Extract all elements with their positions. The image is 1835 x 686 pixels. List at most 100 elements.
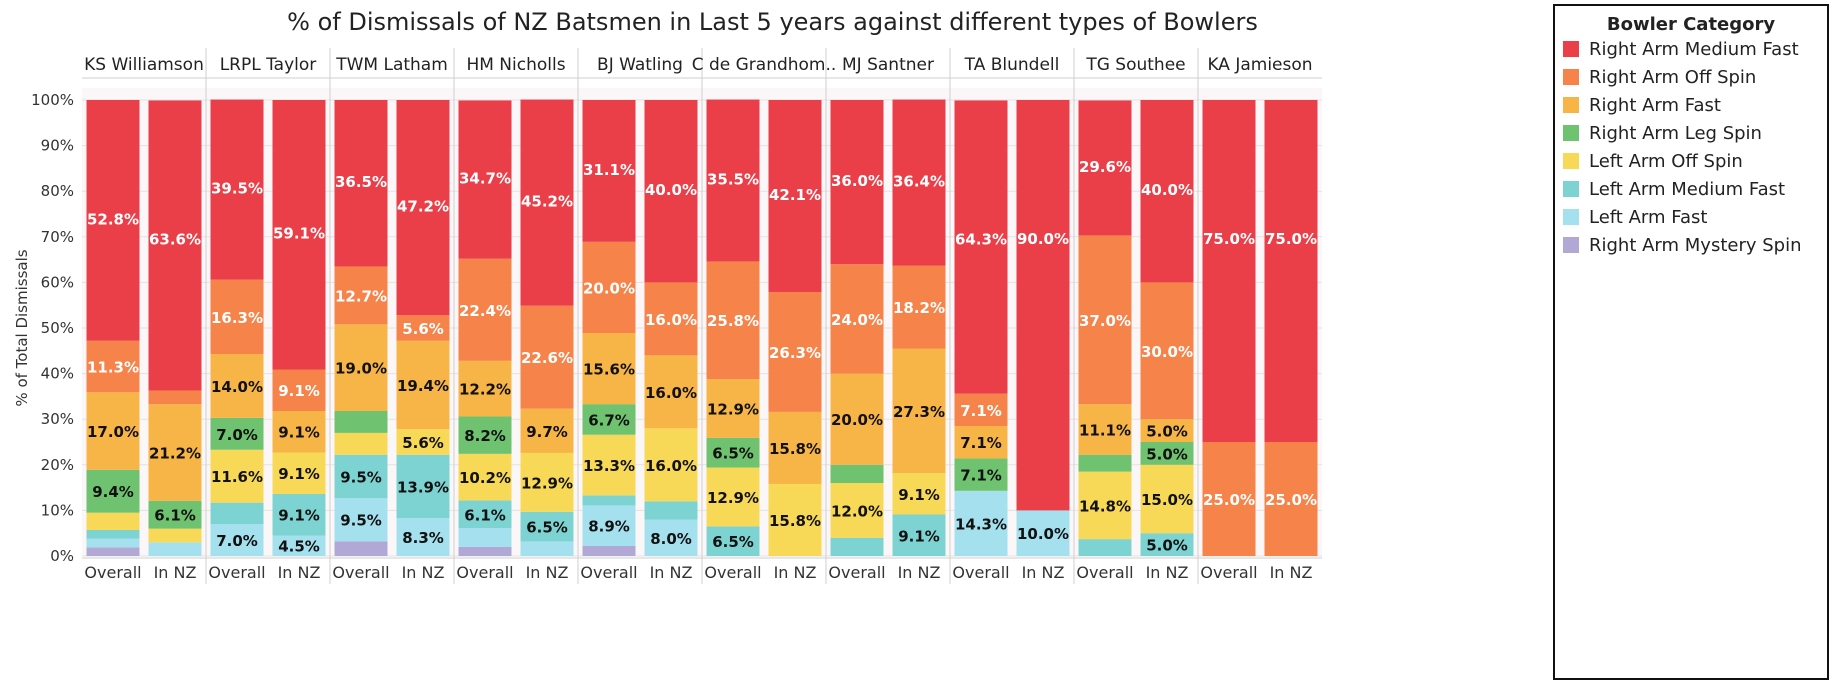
bar-segment <box>210 502 264 525</box>
data-label: 9.5% <box>340 512 382 530</box>
bar-segment <box>830 373 884 465</box>
data-label: 11.3% <box>87 359 139 377</box>
legend-swatch <box>1563 69 1579 85</box>
bar-segment <box>830 100 884 265</box>
bar-segment <box>892 99 946 266</box>
bar-segment <box>148 500 202 529</box>
bar-segment <box>86 469 140 513</box>
bar-segment <box>644 501 698 520</box>
bar-segment <box>830 264 884 374</box>
bar-segment <box>892 514 946 556</box>
legend-item[interactable]: Right Arm Leg Spin <box>1563 119 1827 147</box>
panel-header: C de Grandhom.. <box>692 55 837 75</box>
legend-item[interactable]: Left Arm Fast <box>1563 203 1827 231</box>
bar-segment <box>1078 454 1132 472</box>
data-label: 9.1% <box>898 486 940 504</box>
bar-segment <box>954 458 1008 491</box>
bar-segment <box>644 428 698 502</box>
y-tick-label: 20% <box>41 456 74 474</box>
x-tick-label: In NZ <box>1022 563 1065 582</box>
panel-header: KS Williamson <box>84 55 204 75</box>
bar-segment <box>582 100 636 242</box>
legend-item[interactable]: Right Arm Medium Fast <box>1563 35 1827 63</box>
legend-item[interactable]: Right Arm Mystery Spin <box>1563 231 1827 259</box>
bar-segment <box>706 379 760 438</box>
data-label: 22.4% <box>459 302 511 320</box>
data-label: 9.5% <box>340 468 382 486</box>
legend-item[interactable]: Right Arm Off Spin <box>1563 63 1827 91</box>
legend-label: Left Arm Off Spin <box>1589 150 1743 172</box>
bar-segment <box>458 500 512 529</box>
data-label: 6.5% <box>526 519 568 537</box>
bar-segment <box>86 512 140 531</box>
bar-segment <box>644 100 698 283</box>
bar-segment <box>706 437 760 468</box>
bar-segment <box>1140 100 1194 283</box>
bar-segment <box>210 417 264 450</box>
data-label: 6.7% <box>588 411 630 429</box>
bar-segment <box>1078 471 1132 540</box>
data-label: 12.2% <box>459 381 511 399</box>
data-label: 5.0% <box>1146 445 1188 463</box>
data-label: 29.6% <box>1079 158 1131 176</box>
bar-segment <box>86 340 140 393</box>
y-tick-label: 10% <box>41 501 74 519</box>
data-label: 15.8% <box>769 512 821 530</box>
x-tick-label: Overall <box>1076 563 1133 582</box>
bar-segment <box>1078 235 1132 405</box>
data-label: 37.0% <box>1079 312 1131 330</box>
data-label: 5.0% <box>1146 423 1188 441</box>
x-tick-label: In NZ <box>154 563 197 582</box>
data-label: 52.8% <box>87 210 139 228</box>
data-label: 7.0% <box>216 532 258 550</box>
panel-header: TG Southee <box>1085 55 1185 75</box>
data-label: 16.3% <box>211 309 263 327</box>
data-label: 90.0% <box>1017 230 1069 248</box>
bar-segment <box>396 429 450 455</box>
data-label: 25.0% <box>1203 491 1255 509</box>
data-label: 15.0% <box>1141 491 1193 509</box>
legend: Bowler Category Right Arm Medium Fast Rig… <box>1553 4 1829 680</box>
legend-item[interactable]: Left Arm Off Spin <box>1563 147 1827 175</box>
x-tick-label: Overall <box>332 563 389 582</box>
data-label: 5.0% <box>1146 537 1188 555</box>
data-label: 9.1% <box>898 527 940 545</box>
data-label: 20.0% <box>583 279 635 297</box>
bar-segment <box>582 241 636 334</box>
bar-segment <box>954 100 1008 394</box>
data-label: 6.1% <box>464 506 506 524</box>
data-label: 6.5% <box>712 533 754 551</box>
data-label: 20.0% <box>831 411 883 429</box>
bar-segment <box>396 100 450 316</box>
bar-segment <box>954 393 1008 427</box>
data-label: 14.3% <box>955 515 1007 533</box>
bar-segment <box>334 410 388 433</box>
data-label: 25.0% <box>1265 491 1317 509</box>
bar-segment <box>1264 100 1318 442</box>
legend-swatch <box>1563 181 1579 197</box>
data-label: 9.7% <box>526 423 568 441</box>
legend-label: Right Arm Fast <box>1589 94 1721 116</box>
legend-item[interactable]: Left Arm Medium Fast <box>1563 175 1827 203</box>
data-label: 26.3% <box>769 344 821 362</box>
legend-item[interactable]: Right Arm Fast <box>1563 91 1827 119</box>
bar-segment <box>210 524 264 556</box>
data-label: 34.7% <box>459 170 511 188</box>
bar-segment <box>1202 442 1256 556</box>
bar-segment <box>86 538 140 548</box>
data-label: 9.1% <box>278 465 320 483</box>
data-label: 47.2% <box>397 198 449 216</box>
x-tick-label: In NZ <box>526 563 569 582</box>
bar-segment <box>706 526 760 556</box>
bar-segment <box>334 541 388 556</box>
bar-segment <box>334 498 388 542</box>
legend-label: Left Arm Medium Fast <box>1589 178 1786 200</box>
data-label: 27.3% <box>893 403 945 421</box>
bar-segment <box>148 404 202 501</box>
y-tick-label: 70% <box>41 228 74 246</box>
data-label: 14.0% <box>211 378 263 396</box>
y-tick-label: 100% <box>31 91 74 109</box>
bar-segment <box>148 528 202 543</box>
data-label: 42.1% <box>769 186 821 204</box>
bar-segment <box>1078 539 1132 556</box>
